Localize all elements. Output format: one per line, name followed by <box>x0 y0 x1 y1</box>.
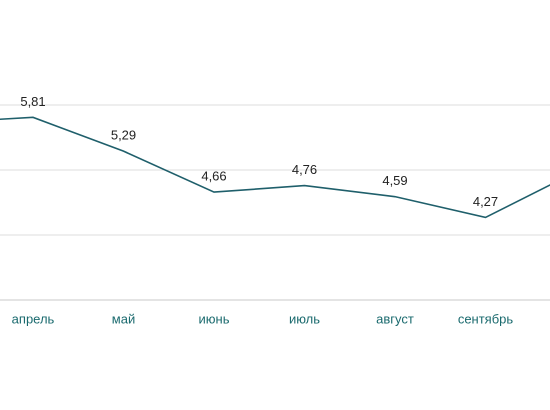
data-label: 5,81 <box>20 94 45 109</box>
data-label: 4,76 <box>292 162 317 177</box>
line <box>0 116 550 219</box>
x-tick-label: июнь <box>199 311 230 326</box>
x-tick-label: июль <box>289 311 320 326</box>
x-tick-label: май <box>112 311 135 326</box>
data-label: 4,27 <box>473 194 498 209</box>
x-tick-label: апрель <box>12 311 55 326</box>
data-label: 4,59 <box>382 173 407 188</box>
data-label: 4,66 <box>201 169 226 184</box>
x-tick-label: сентябрь <box>458 311 514 326</box>
data-label: 5,29 <box>111 128 136 143</box>
x-tick-label: август <box>376 311 414 326</box>
